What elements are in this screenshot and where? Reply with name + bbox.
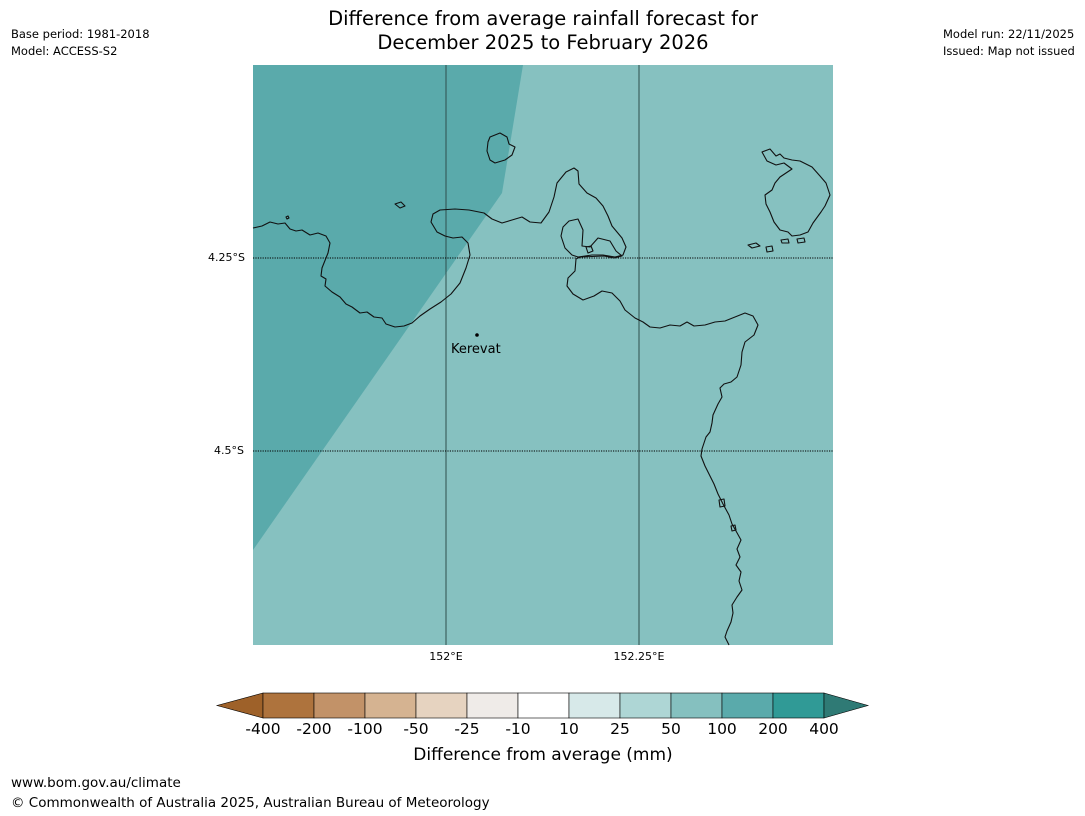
island-duke-of-york-south-3 — [780, 238, 790, 244]
island-duke-of-york-south-2 — [765, 245, 774, 253]
islet-river-mouth — [718, 498, 726, 508]
legend-tick-label: -100 — [347, 720, 383, 738]
legend-tick-label: 200 — [758, 720, 788, 738]
legend-tick-label: 10 — [559, 720, 579, 738]
legend-tick-label: -400 — [245, 720, 281, 738]
legend-tick-label: 100 — [707, 720, 737, 738]
legend-tick-label: 400 — [809, 720, 839, 738]
legend-tick-label: 25 — [610, 720, 630, 738]
legend-tick-label: -10 — [505, 720, 531, 738]
lon-label-152-25e: 152.25°E — [613, 650, 665, 663]
map-plot-area — [253, 65, 833, 645]
legend-tick-label: -25 — [454, 720, 480, 738]
island-duke-of-york-main — [761, 148, 831, 237]
legend-tick-label: -200 — [296, 720, 332, 738]
map-title-line-1: Difference from average rainfall forecas… — [328, 7, 758, 30]
legend-title: Difference from average (mm) — [413, 745, 673, 765]
islet-small-east — [585, 245, 594, 254]
island-duke-of-york-south-1 — [747, 242, 761, 249]
meta-right: Model run: 22/11/2025 Issued: Map not is… — [943, 26, 1075, 60]
lon-label-152e: 152°E — [429, 650, 463, 663]
footer-copyright: © Commonwealth of Australia 2025, Austra… — [11, 795, 490, 811]
legend-tick-label: 50 — [661, 720, 681, 738]
islet-west — [285, 215, 290, 220]
town-label-kerevat: Kerevat — [451, 342, 501, 357]
islet-north-coast — [394, 201, 406, 209]
lat-label-4-25s: 4.25°S — [208, 251, 245, 264]
map-title: Difference from average rainfall forecas… — [243, 7, 843, 55]
base-period-text: Base period: 1981-2018 — [11, 27, 150, 41]
lat-label-4-5s: 4.5°S — [214, 444, 244, 457]
model-text: Model: ACCESS-S2 — [11, 44, 118, 58]
map-title-line-2: December 2025 to February 2026 — [377, 31, 709, 54]
legend-tick-label: -50 — [403, 720, 429, 738]
issued-text: Issued: Map not issued — [943, 44, 1075, 58]
footer-url[interactable]: www.bom.gov.au/climate — [11, 775, 181, 791]
island-duke-of-york-south-4 — [796, 237, 806, 244]
islet-coast-south — [730, 524, 737, 532]
island-watom — [486, 132, 516, 164]
map-canvas[interactable] — [0, 0, 1085, 700]
coastline-west — [252, 167, 759, 646]
rainfall-band-100-200 — [253, 65, 523, 550]
meta-left: Base period: 1981-2018 Model: ACCESS-S2 — [11, 26, 150, 60]
town-marker-kerevat[interactable] — [475, 333, 479, 337]
model-run-text: Model run: 22/11/2025 — [943, 27, 1075, 41]
